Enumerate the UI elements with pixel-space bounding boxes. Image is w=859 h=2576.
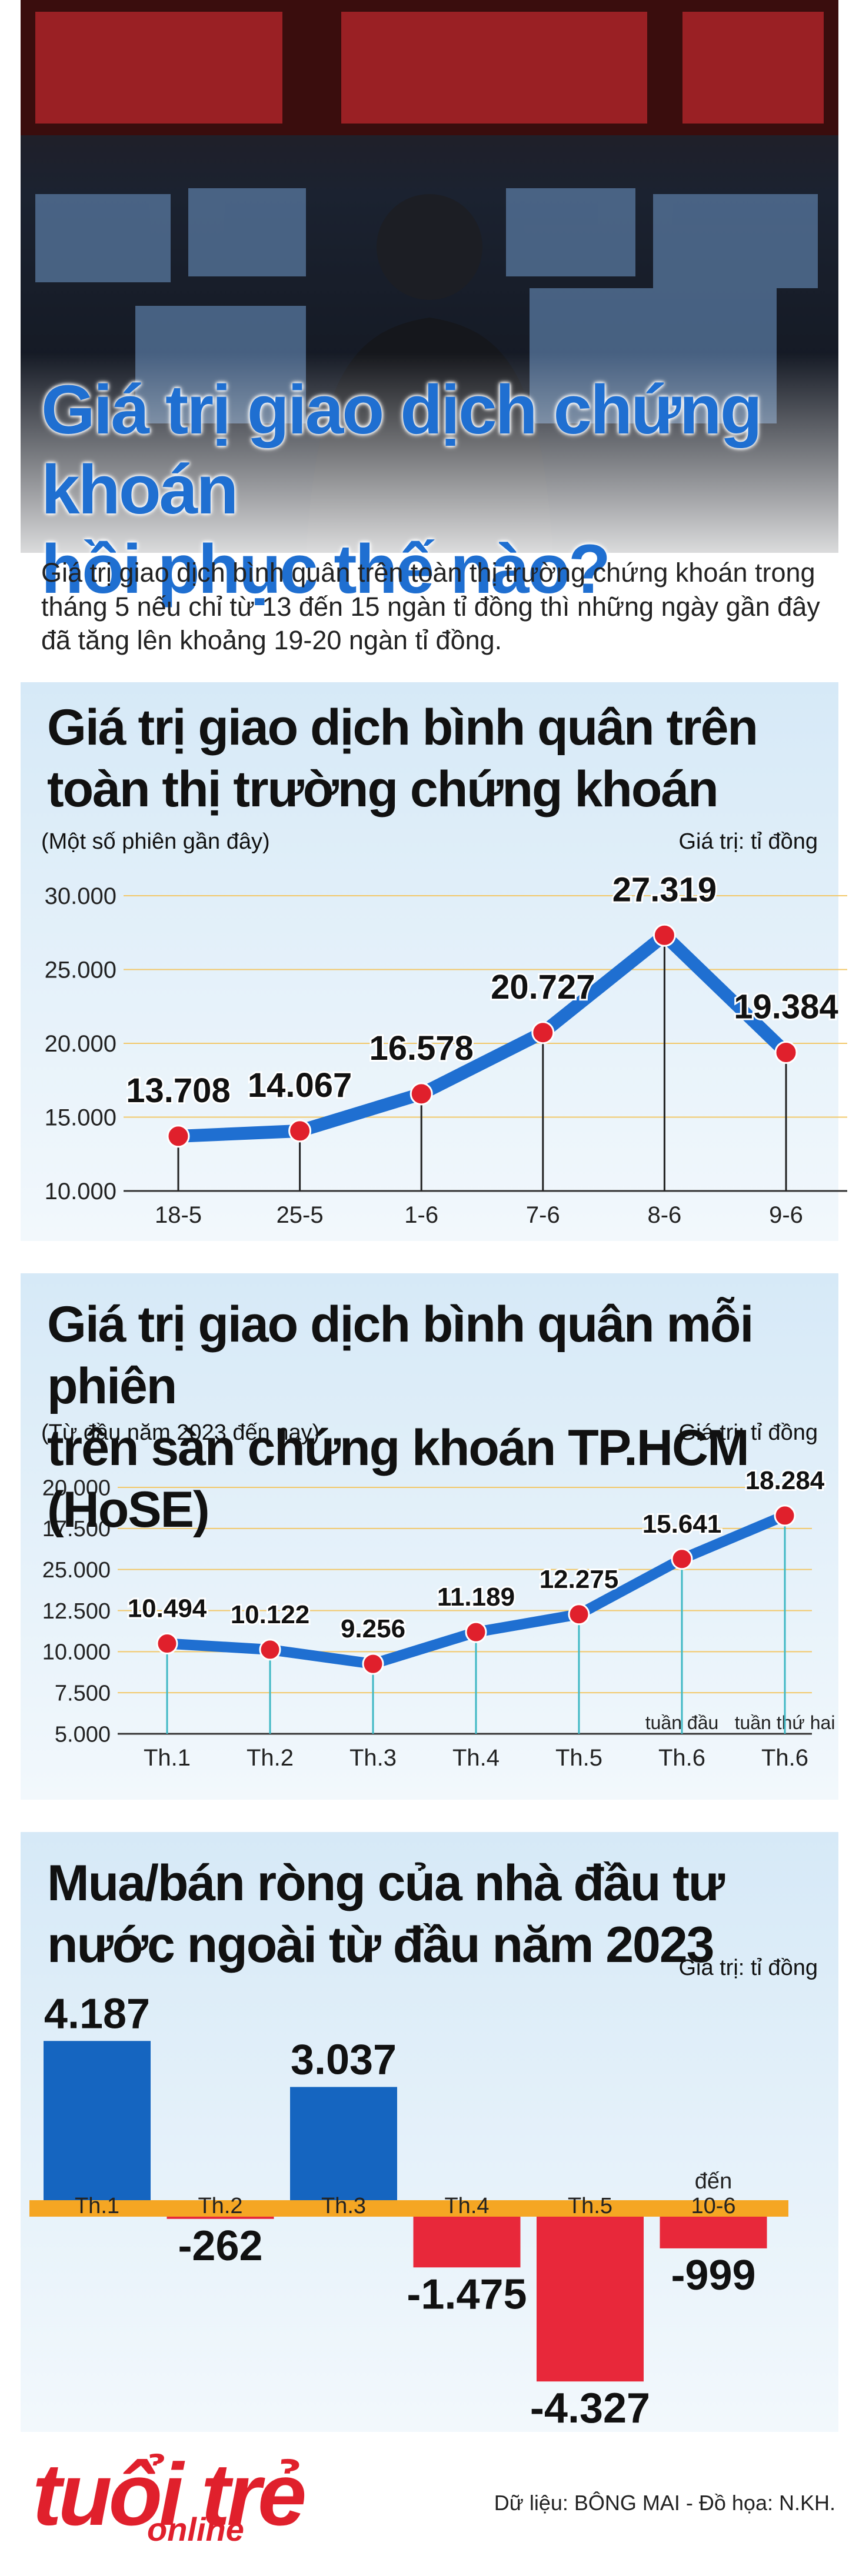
marker [568, 1603, 590, 1626]
value-label: 12.275 [540, 1565, 619, 1594]
x-tick-label: Th.2 [247, 1745, 294, 1771]
value-label: -999 [671, 2252, 755, 2299]
y-tick-label: 10.000 [45, 1179, 116, 1204]
x-tick-label: 25-5 [277, 1202, 324, 1228]
x-tick-label: Th.3 [349, 1745, 397, 1771]
panel-3 [21, 1832, 838, 2432]
value-label: 16.578 [369, 1029, 473, 1067]
logo: tuổi trẻ [32, 2445, 307, 2544]
y-tick-label: 20.000 [45, 1031, 116, 1057]
value-label: 19.384 [734, 987, 838, 1026]
x-tick-label: 8-6 [647, 1202, 681, 1228]
bar [413, 2208, 521, 2268]
unit-label: Giá trị: tỉ đồng [678, 1420, 818, 1445]
value-label: -262 [178, 2223, 262, 2270]
hero-title: Giá trị giao dịch chứng khoán hồi phục t… [41, 371, 763, 609]
chart-title: Giá trị giao dịch bình quân trên toàn th… [47, 699, 758, 817]
marker [774, 1504, 796, 1527]
value-label: 18.284 [745, 1466, 825, 1495]
marker [652, 923, 676, 947]
chart-subtitle: (Một số phiên gần đây) [41, 829, 270, 854]
chart-subtitle: (Từ đầu năm 2023 đến nay) [41, 1420, 320, 1445]
panel-2 [21, 1273, 838, 1800]
value-label: -1.475 [407, 2271, 527, 2318]
bar [290, 2087, 397, 2208]
ticker-dots [35, 12, 824, 124]
value-label: 13.708 [126, 1072, 230, 1110]
value-label: 3.037 [291, 2036, 397, 2083]
panel-1 [21, 682, 838, 1241]
x-tick-label: Th.2 [198, 2194, 243, 2219]
x-tick-label: đến 10-6 [691, 2169, 736, 2219]
bar [537, 2208, 644, 2382]
y-tick-label: 25.000 [42, 1558, 111, 1583]
y-tick-label: 15.000 [45, 1105, 116, 1131]
value-label: 4.187 [44, 1990, 150, 2037]
hero-fade [21, 353, 838, 553]
value-label: 20.727 [491, 968, 595, 1006]
y-tick-label: 17.500 [42, 1517, 111, 1541]
y-tick-label: 5.000 [55, 1722, 111, 1747]
x-tick-label: Th.1 [144, 1745, 191, 1771]
marker [362, 1653, 384, 1675]
line [178, 929, 791, 1143]
value-label: 14.067 [248, 1066, 352, 1105]
x-tick-label: 1-6 [404, 1202, 438, 1228]
marker [259, 1639, 281, 1661]
x-tick-label: Th.4 [444, 2194, 490, 2219]
source: Dữ liệu: BÔNG MAI - Đồ họa: N.KH. [494, 2491, 835, 2515]
x-tick-label: Th.5 [555, 1745, 602, 1771]
marker [167, 1125, 190, 1148]
y-tick-label: 10.000 [42, 1640, 111, 1665]
x-tick-label: 9-6 [769, 1202, 803, 1228]
x-tick-label: Th.3 [321, 2194, 367, 2219]
marker [531, 1021, 555, 1045]
marker [671, 1548, 693, 1570]
y-tick-label: 12.500 [42, 1599, 111, 1624]
unit-label: Giá trị: tỉ đồng [678, 1956, 818, 1980]
x-tick-label: Th.1 [74, 2194, 120, 2219]
y-tick-label: 25.000 [45, 957, 116, 983]
marker [774, 1040, 798, 1064]
intro: Giá trị giao dịch bình quân trên toàn th… [41, 558, 820, 656]
value-label: 10.122 [231, 1600, 310, 1629]
x-tick-label: Th.4 [452, 1745, 500, 1771]
marker [156, 1633, 178, 1655]
value-label: 27.319 [612, 870, 717, 909]
marker [465, 1621, 487, 1643]
x-tick-label: Th.6 [658, 1745, 705, 1771]
y-tick-label: 30.000 [45, 883, 116, 909]
y-tick-label: 20.000 [42, 1476, 111, 1500]
value-label: -4.327 [530, 2385, 650, 2432]
baseline [29, 2200, 788, 2217]
y-tick-label: 7.500 [55, 1681, 111, 1706]
person-head [377, 194, 482, 300]
value-label: 10.494 [128, 1594, 207, 1623]
x-tick-label: 18-5 [155, 1202, 202, 1228]
unit-label: Giá trị: tỉ đồng [678, 829, 818, 854]
value-label: 15.641 [642, 1510, 722, 1539]
marker [288, 1119, 312, 1143]
value-label: 11.189 [437, 1583, 515, 1611]
chart-title: Mua/bán ròng của nhà đầu tư nước ngoài t… [47, 1855, 725, 1973]
bar [44, 2041, 151, 2208]
marker [409, 1082, 433, 1106]
value-label: 9.256 [341, 1614, 405, 1643]
chart-title: Giá trị giao dịch bình quân mỗi phiên tr… [47, 1296, 754, 1538]
logo-sub: online [147, 2511, 244, 2548]
x-tick-label: Th.6 [761, 1745, 808, 1771]
x-tick-label: 7-6 [526, 1202, 560, 1228]
x-tick-label: Th.5 [567, 2194, 613, 2219]
